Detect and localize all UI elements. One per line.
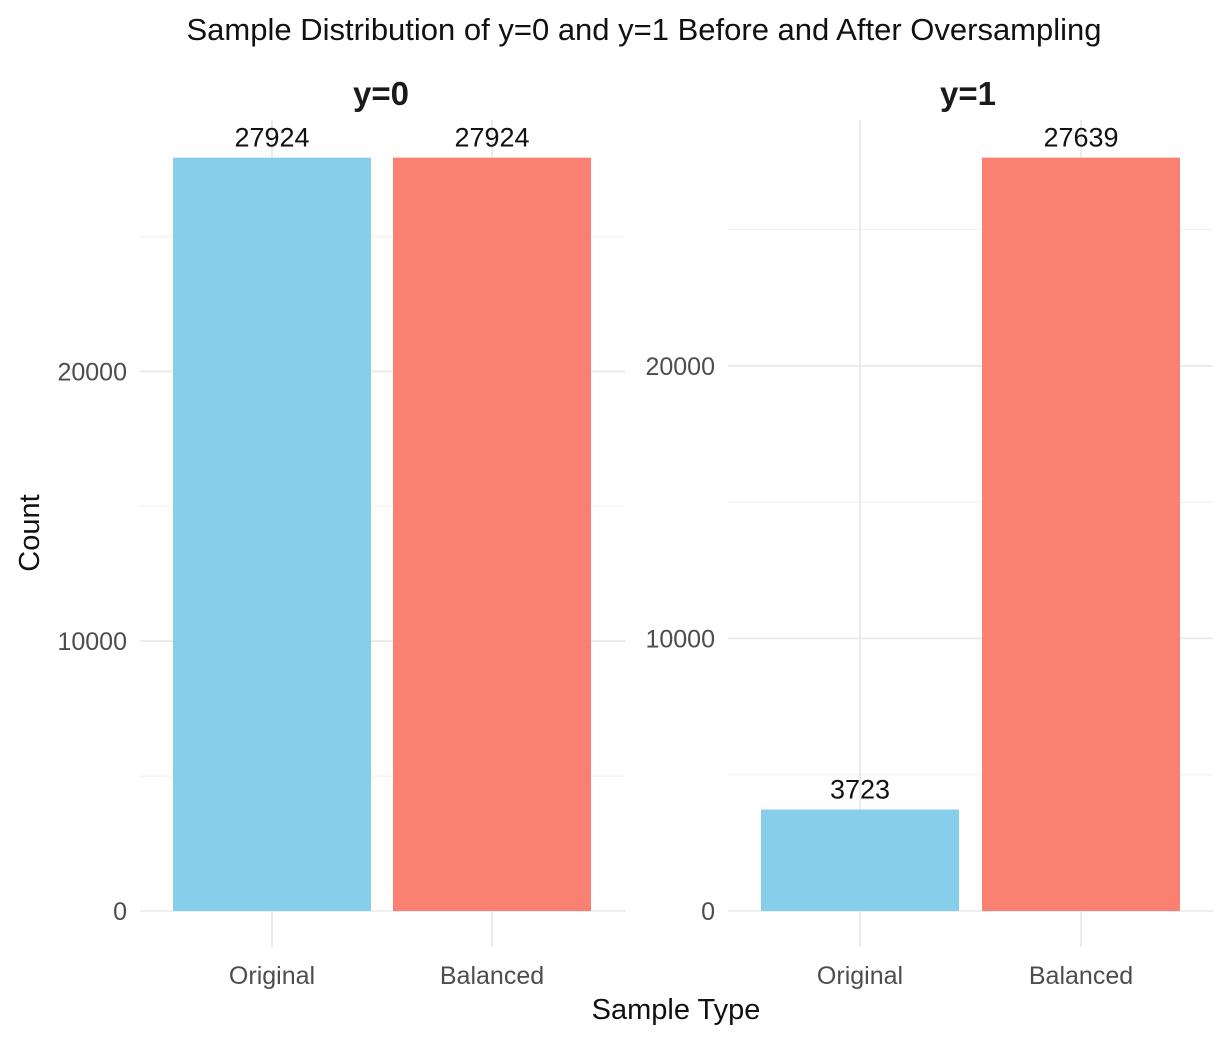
y-tick-label: 10000: [57, 628, 127, 656]
y-tick-label: 0: [701, 898, 715, 926]
facet-title: y=1: [940, 75, 996, 112]
x-axis-title: Sample Type: [592, 994, 761, 1026]
panel-1: 0 10000 20000 3723 Original 27639 Balanced y=1: [645, 75, 1213, 990]
data-label: 27639: [1043, 123, 1118, 153]
y-tick-label: 10000: [645, 625, 715, 653]
y-tick-label: 20000: [57, 358, 127, 386]
panel-0: 0 10000 20000 27924 Original 27924 Balanced y=0: [57, 75, 625, 990]
facet-panels: 0 10000 20000 27924 Original 27924 Balanced y=0…: [57, 75, 1213, 990]
bar-balanced: [393, 157, 591, 912]
x-tick-label: Original: [817, 962, 903, 990]
bar-balanced: [982, 157, 1180, 912]
data-label: 27924: [234, 123, 309, 153]
y-tick-label: 0: [113, 898, 127, 926]
x-tick-label: Balanced: [440, 962, 544, 990]
chart-title: Sample Distribution of y=0 and y=1 Befor…: [187, 12, 1102, 47]
x-tick-label: Balanced: [1029, 962, 1133, 990]
y-axis-title: Count: [14, 494, 46, 571]
y-tick-label: 20000: [645, 353, 715, 381]
data-label: 3723: [830, 775, 890, 805]
data-label: 27924: [454, 123, 529, 153]
facet-title: y=0: [353, 75, 409, 112]
bar-original: [173, 157, 371, 912]
x-tick-label: Original: [229, 962, 315, 990]
bar-original: [761, 809, 959, 911]
